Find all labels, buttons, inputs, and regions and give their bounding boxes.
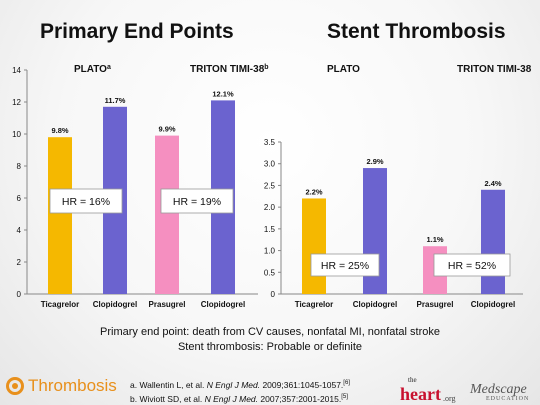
y-tick-label: 3.5: [264, 138, 276, 147]
data-label: 9.8%: [51, 126, 68, 135]
thrombosis-logo: Thrombosis: [6, 376, 117, 396]
category-label: Prasugrel: [149, 300, 186, 309]
bar: [481, 189, 505, 294]
y-tick-label: 10: [12, 130, 21, 139]
hr-box: [433, 253, 511, 277]
data-label: 2.4%: [484, 179, 501, 188]
y-tick-label: 4: [17, 226, 22, 235]
references: a. Wallentin L, et al. N Engl J Med. 200…: [130, 377, 350, 405]
category-label: Prasugrel: [417, 300, 454, 309]
y-tick-label: 2.0: [264, 203, 276, 212]
category-label: Clopidogrel: [93, 300, 137, 309]
data-label: 1.1%: [426, 235, 443, 244]
bar: [155, 135, 179, 294]
primary-end-points-chart: 0 2 4 6 8 10 12 14 9.8% Ticagrelor 11.7% Clopidogre…: [12, 64, 269, 310]
category-label: Ticagrelor: [295, 300, 334, 309]
right-chart-title: Stent Thrombosis: [327, 20, 506, 43]
category-label: Clopidogrel: [471, 300, 515, 309]
data-label: 11.7%: [105, 96, 126, 105]
category-label: Ticagrelor: [41, 300, 80, 309]
y-tick-label: 0: [17, 290, 22, 299]
y-tick-label: 2: [17, 258, 22, 267]
hr-box: [160, 188, 234, 214]
reference-b: b. Wiviott SD, et al. N Engl J Med. 2007…: [130, 393, 348, 404]
reference-a: a. Wallentin L, et al. N Engl J Med. 200…: [130, 379, 350, 390]
group-label: TRITON TIMI-38: [457, 64, 532, 75]
category-label: Clopidogrel: [201, 300, 245, 309]
hr-label: HR = 52%: [448, 260, 496, 272]
hr-box: [49, 188, 123, 214]
thrombosis-logo-text: Thrombosis: [28, 376, 117, 395]
group-label: PLATOa: [74, 64, 111, 76]
stent-thrombosis-chart: 0 0.5 1.0 1.5 2.0 2.5 3.0 3.5 2.2% Ticagrelor 2.9%…: [264, 64, 532, 309]
hr-box: [310, 253, 380, 277]
left-chart-title: Primary End Points: [40, 20, 234, 43]
y-tick-label: 14: [12, 66, 21, 75]
footnote-primary-end-point: Primary end point: death from CV causes,…: [100, 326, 440, 338]
y-tick-label: 0.5: [264, 268, 276, 277]
y-tick-label: 1.5: [264, 225, 276, 234]
data-label: 2.2%: [305, 187, 322, 196]
y-tick-label: 8: [17, 162, 22, 171]
y-tick-label: 0: [271, 290, 276, 299]
data-label: 2.9%: [366, 157, 383, 166]
data-label: 12.1%: [212, 89, 234, 98]
bar: [302, 198, 326, 294]
y-tick-label: 3.0: [264, 160, 276, 169]
y-tick-label: 12: [12, 98, 21, 107]
group-label: TRITON TIMI-38b: [190, 64, 269, 76]
group-label: PLATO: [327, 64, 360, 75]
bar: [48, 137, 72, 294]
y-tick-label: 2.5: [264, 181, 276, 190]
hr-label: HR = 16%: [62, 196, 110, 208]
category-label: Clopidogrel: [353, 300, 397, 309]
hr-label: HR = 19%: [173, 196, 221, 208]
hr-label: HR = 25%: [321, 260, 369, 272]
y-tick-label: 1.0: [264, 247, 276, 256]
data-label: 9.9%: [158, 125, 175, 134]
footnote-stent-thrombosis: Stent thrombosis: Probable or definite: [177, 341, 363, 353]
y-tick-label: 6: [17, 194, 22, 203]
thrombosis-logo-icon: [6, 377, 24, 395]
medscape-education-logo: Medscape EDUCATION: [470, 382, 530, 402]
